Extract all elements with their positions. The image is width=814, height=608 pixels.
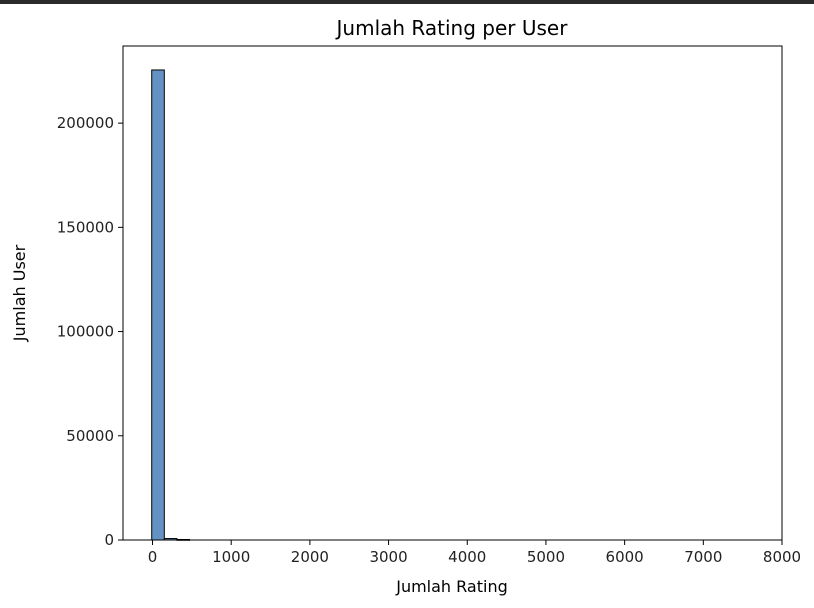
y-axis-label: Jumlah User xyxy=(10,244,29,342)
y-axis-ticks: 0 50000 100000 150000 200000 xyxy=(57,114,123,549)
y-tick-label: 200000 xyxy=(57,114,114,132)
plot-frame xyxy=(122,45,783,541)
window-top-bar xyxy=(0,0,814,4)
x-tick-label: 8000 xyxy=(763,548,801,566)
x-tick-label: 7000 xyxy=(684,548,722,566)
y-tick-label: 100000 xyxy=(57,323,114,341)
x-tick-label: 4000 xyxy=(448,548,486,566)
x-tick-label: 5000 xyxy=(527,548,565,566)
y-tick-label: 150000 xyxy=(57,218,114,236)
chart-title: Jumlah Rating per User xyxy=(335,16,569,40)
bars-group xyxy=(151,69,190,541)
y-tick-label: 50000 xyxy=(66,427,114,445)
x-tick-label: 0 xyxy=(148,548,158,566)
x-tick-label: 6000 xyxy=(606,548,644,566)
x-axis-ticks: 0 1000 2000 3000 4000 5000 6000 7000 8000 xyxy=(148,540,801,566)
histogram-bar-0 xyxy=(151,69,165,541)
y-tick-label: 0 xyxy=(104,531,114,549)
x-tick-label: 3000 xyxy=(369,548,407,566)
x-tick-label: 1000 xyxy=(212,548,250,566)
x-tick-label: 2000 xyxy=(291,548,329,566)
x-axis-label: Jumlah Rating xyxy=(395,577,508,596)
